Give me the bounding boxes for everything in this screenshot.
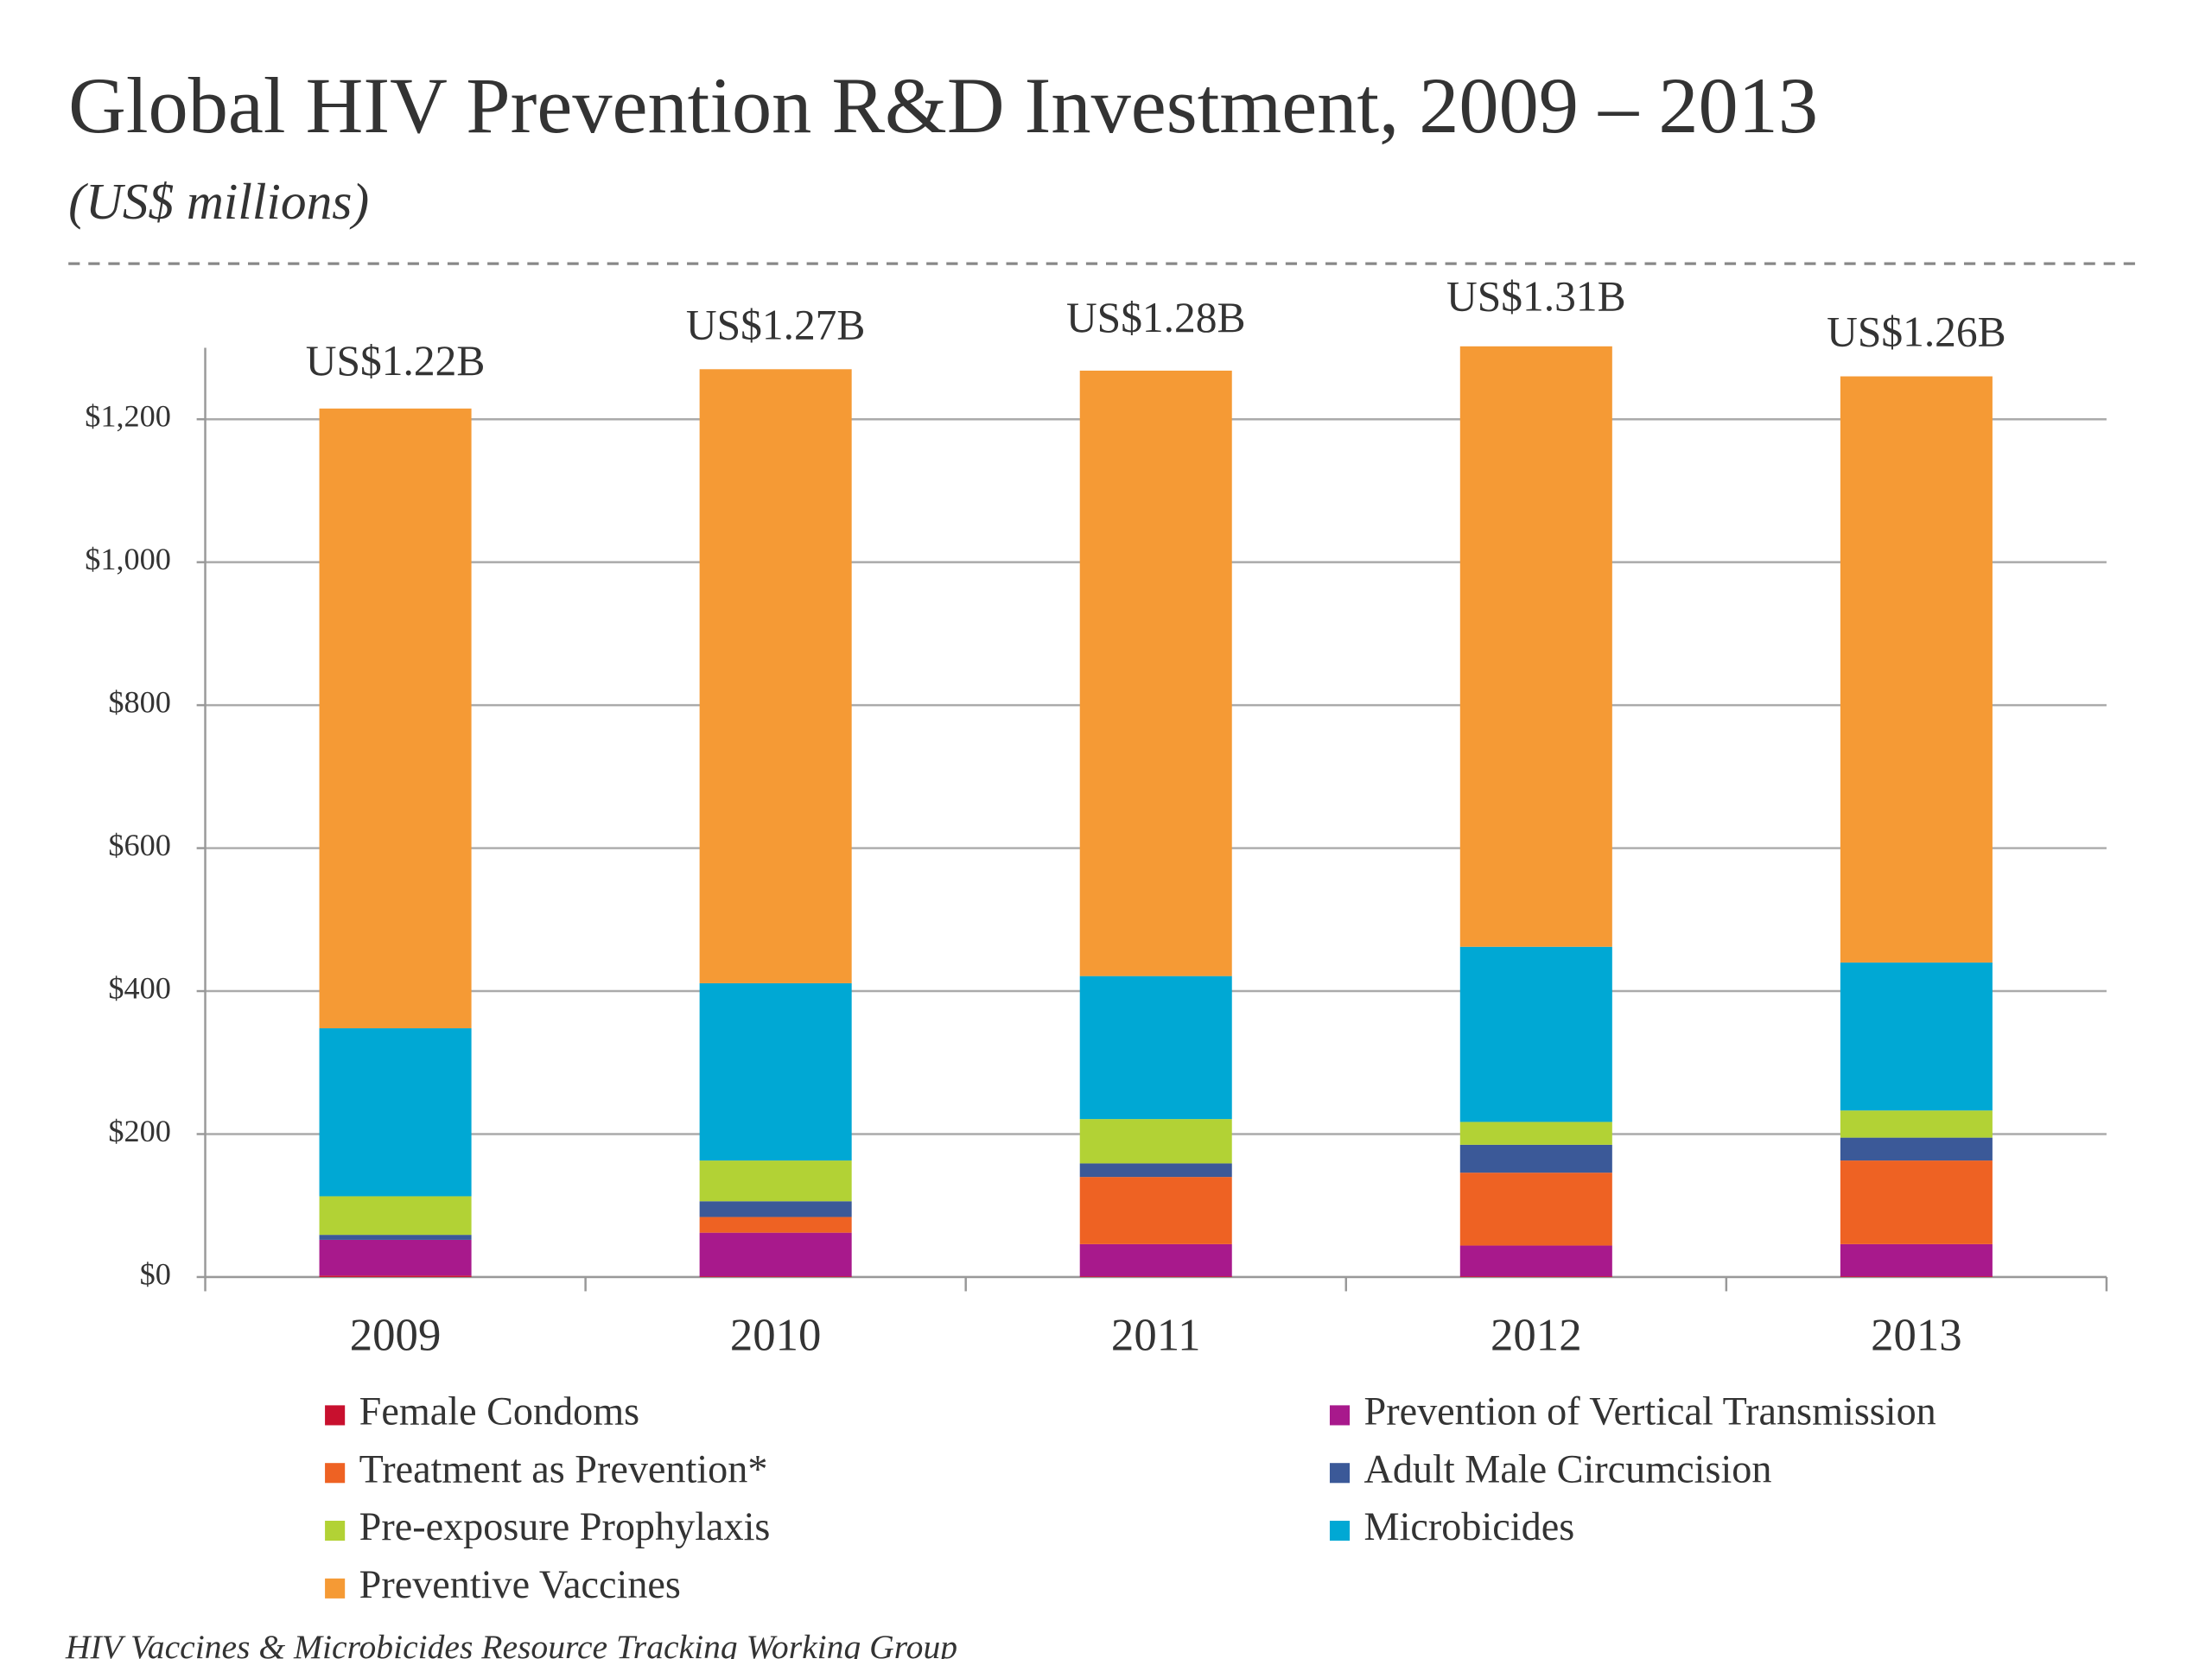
total-label: US$1.27B [686,301,866,348]
bar-segment [1079,370,1232,976]
y-tick-label: $400 [108,970,171,1005]
bar-segment [699,982,852,1161]
x-tick-label: 2010 [730,1311,822,1361]
bar-segment [1459,946,1612,1122]
legend-swatch [1329,1405,1351,1426]
bar-segment [1840,376,1993,963]
legend-label: Pre-exposure Prophylaxis [359,1504,771,1548]
bar-segment [1840,1276,1993,1277]
bar-segment [1459,1122,1612,1145]
legend-label: Preventive Vaccines [359,1562,681,1606]
bar-segment [319,1235,472,1240]
bar-segment [1840,1243,1993,1277]
legend-swatch [325,1578,346,1599]
bar-segment [699,369,852,983]
bar-segment [1079,1177,1232,1244]
total-label: US$1.28B [1066,294,1246,341]
bar-segment [1079,976,1232,1120]
bar-segment [1459,1276,1612,1277]
x-tick-label: 2013 [1871,1311,1962,1361]
legend-swatch [325,1521,346,1541]
bar-segment [1459,1245,1612,1277]
legend-label: Microbicides [1364,1504,1575,1548]
bar-segment [699,1160,852,1202]
bar-segment [699,1232,852,1277]
bar-segment [319,1196,472,1236]
bar-segment [1459,1173,1612,1246]
bar-segment [1840,1137,1993,1161]
y-tick-label: $200 [108,1114,171,1148]
x-tick-label: 2012 [1491,1311,1582,1361]
bar-segment [1840,962,1993,1111]
bar-segment [319,1239,472,1276]
total-label: US$1.22B [306,337,486,385]
legend-label: Treatment as Prevention* [359,1446,768,1491]
x-tick-label: 2011 [1111,1311,1201,1361]
legend-label: Prevention of Vertical Transmission [1364,1389,1936,1433]
bar-segment [699,1217,852,1233]
y-tick-label: $0 [140,1256,171,1291]
legend-swatch [325,1463,346,1484]
bar-segment [1079,1163,1232,1178]
bar-segment [319,1028,472,1197]
source: HIV Vaccines & Microbicides Resource Tra… [65,1628,957,1659]
bar-segment [319,1275,472,1277]
bar-segment [1459,346,1612,947]
total-label: US$1.31B [1446,272,1626,320]
legend-swatch [1329,1463,1351,1484]
bar-segment [319,408,472,1029]
bar-segment [1079,1119,1232,1164]
legend-label: Adult Male Circumcision [1364,1446,1772,1491]
bar-segment [1079,1276,1232,1277]
bar-segment [1459,1144,1612,1173]
chart-title: Global HIV Prevention R&D Investment, 20… [68,61,1818,149]
bar-segment [699,1276,852,1277]
bar-segment [1079,1243,1232,1277]
y-tick-label: $1,000 [85,542,171,576]
y-tick-label: $600 [108,828,171,862]
y-tick-label: $1,200 [85,399,171,434]
legend-swatch [1329,1521,1351,1541]
total-label: US$1.26B [1827,308,2006,356]
bar-segment [1840,1160,1993,1244]
y-tick-label: $800 [108,684,171,719]
legend-label: Female Condoms [359,1389,639,1433]
x-tick-label: 2009 [350,1311,442,1361]
bar-segment [1840,1110,1993,1138]
bar-segment [699,1201,852,1217]
legend-swatch [325,1405,346,1426]
chart-subtitle: (US$ millions) [68,173,369,230]
